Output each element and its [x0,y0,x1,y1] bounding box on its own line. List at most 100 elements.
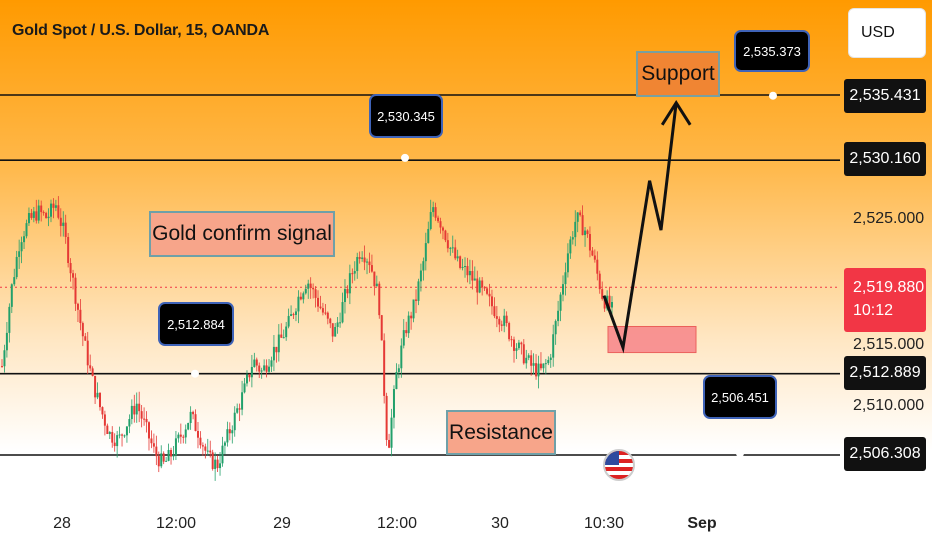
level-label-2530: 2,530.160 [844,142,926,176]
candle-body [219,463,222,469]
support-annotation: Support [636,51,720,97]
candle-body [513,339,516,351]
candle-body [468,271,471,276]
candle-body [503,315,506,326]
candle-body [601,289,604,299]
y-tick-2525: 2,525.000 [853,210,925,227]
candle-body [214,459,217,469]
candle-body [179,434,182,437]
candle-body [432,207,435,213]
candle-body [221,445,224,464]
candle-body [505,315,508,324]
candle-body [177,434,180,439]
candle-body [35,211,38,221]
candle-body [23,236,26,243]
candle-body [603,298,606,309]
candle-body [241,392,244,410]
candle-body [189,411,192,424]
candle-body [263,365,266,371]
candle-body [608,295,611,308]
candle-body [67,236,70,264]
callout-2506-451: 2,506.451 [703,375,777,419]
candle-body [427,228,430,244]
candle-body [250,367,253,378]
candle-body [297,296,300,312]
candle-body [449,247,452,249]
candle-body [481,280,484,288]
candle-body [64,222,67,237]
candle-body [231,430,234,434]
candle-body [174,438,177,456]
candle-body [348,273,351,294]
candle-body [434,207,437,218]
candle-body [343,289,346,303]
candle-body [123,435,126,437]
candle-body [476,278,479,293]
candle-body [302,293,305,300]
candle-body [89,365,92,369]
candle-body [72,273,75,278]
candle-body [98,392,101,408]
candle-body [539,363,542,369]
candle-body [140,411,143,419]
candle-body [15,256,18,278]
candle-body [464,266,467,268]
candle-body [228,429,231,434]
candle-body [346,289,349,294]
candle-body [79,309,82,324]
candle-body [45,212,48,219]
candle-body [196,430,199,438]
candle-body [47,216,50,219]
candle-body [5,332,8,351]
x-tick: 28 [53,515,71,532]
candle-body [135,403,138,415]
candle-body [290,314,293,316]
candle-body [331,323,334,337]
candle-body [591,250,594,256]
candle-body [390,417,393,448]
x-tick: 10:30 [583,515,625,532]
candle-body [25,223,28,237]
candle-body [517,342,520,349]
candle-body [552,334,555,358]
candle-body [187,423,190,430]
candle-body [304,288,307,294]
candle-body [588,234,591,251]
candle-body [216,459,219,469]
candle-body [353,271,356,274]
candle-body [243,383,246,393]
currency-selector[interactable]: USD [848,8,926,58]
candle-body [238,408,241,410]
candle-body [525,357,528,364]
candle-body [118,434,121,436]
candle-body [510,339,513,341]
candle-body [40,205,43,213]
candle-body [152,443,155,447]
us-flag-icon[interactable] [603,449,635,481]
candle-body [94,375,97,398]
candle-body [554,321,557,335]
candle-body [128,419,131,427]
candle-body [471,271,474,281]
candle-body [571,237,574,240]
candle-body [255,359,258,366]
candle-body [253,359,256,368]
candle-body [155,446,158,457]
y-tick-2510: 2,510.000 [853,397,925,414]
candle-body [586,230,589,235]
candle-body [579,212,582,216]
x-tick: 12:00 [376,515,418,532]
candle-body [363,257,366,263]
candle-body [226,429,229,443]
candle-body [341,302,344,323]
candle-body [275,346,278,353]
candle-body [584,230,587,236]
candle-body [101,407,104,415]
callout-anchor-dot [736,449,744,458]
candle-body [84,336,87,341]
chart-title: Gold Spot / U.S. Dollar, 15, OANDA [12,22,270,39]
candle-body [138,403,141,412]
candle-body [375,283,378,287]
